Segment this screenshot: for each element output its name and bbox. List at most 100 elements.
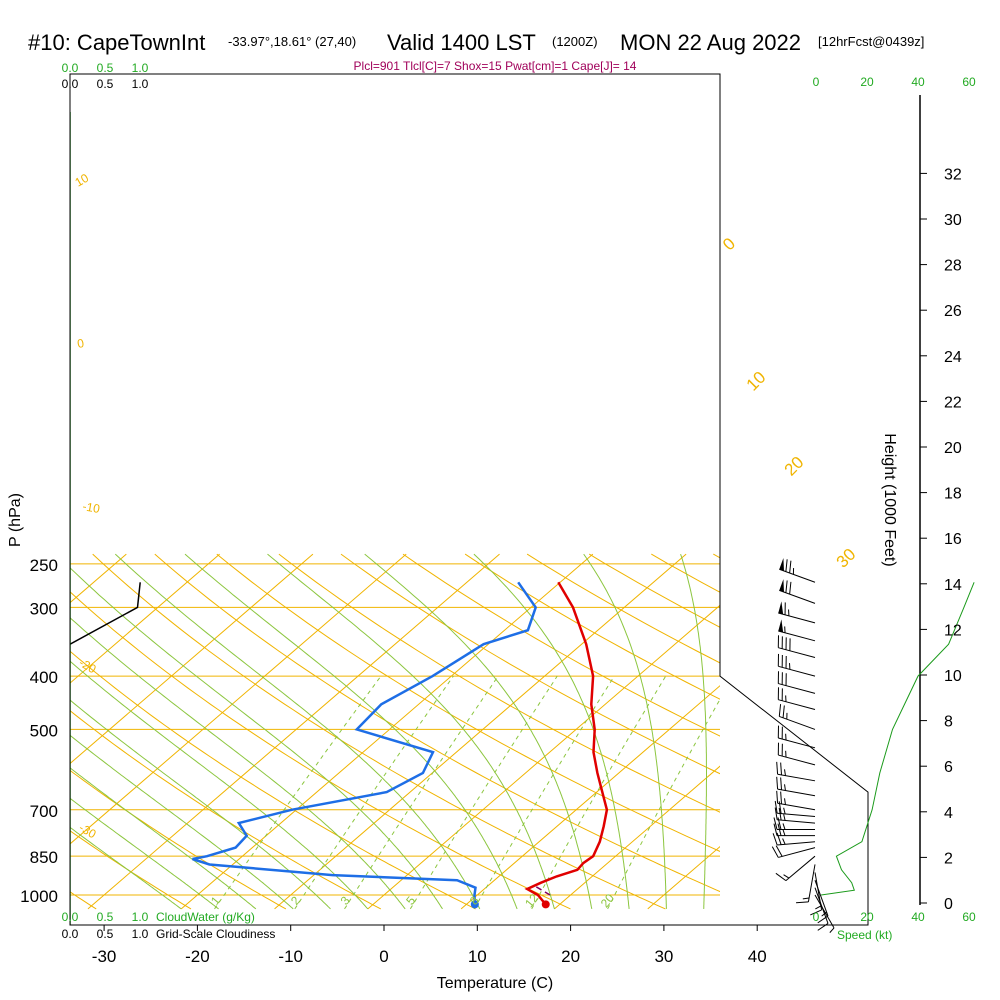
isotherm-label: -10: [81, 499, 101, 516]
temperature-profile: [524, 581, 609, 906]
moist-adiabat-label: 20: [781, 453, 808, 480]
wind-barb-full: [778, 704, 782, 717]
wind-barb-staff: [779, 589, 816, 604]
isotherm-label: -30: [77, 820, 99, 841]
temperature-tick-label: 20: [561, 947, 580, 966]
wind-barb-full: [776, 761, 779, 775]
wind-barb-half: [789, 663, 791, 670]
wind-barb: [777, 653, 816, 677]
wind-barb: [779, 579, 816, 604]
moist-adiabat-line: [473, 553, 630, 909]
wind-barb-staff: [777, 819, 816, 824]
surface-temperature-marker: [541, 900, 550, 909]
dry-adiabat-line: [402, 553, 720, 737]
parcel-trace: [533, 884, 551, 896]
wind-barb-full: [785, 655, 787, 669]
wind-barb-staff: [778, 847, 816, 858]
wind-barb-full: [777, 635, 780, 648]
wind-barb: [777, 742, 816, 766]
wind-barb-full: [789, 638, 791, 651]
wind-barb-half: [782, 823, 786, 830]
wind-barb-half: [792, 568, 795, 575]
wind-barb-staff: [778, 683, 816, 694]
speed-axis-bottom-label: 60: [962, 910, 976, 924]
chart-date: MON 22 Aug 2022: [620, 30, 801, 55]
wind-barb-staff: [807, 864, 816, 902]
mixing-ratio-line: [409, 675, 558, 910]
height-tick-label: 18: [944, 486, 962, 503]
height-tick-label: 16: [944, 531, 962, 548]
height-tick-label: 12: [944, 622, 962, 639]
chart-coords: -33.97°,18.61° (27,40): [228, 34, 356, 49]
wind-barb-half: [786, 712, 788, 720]
wind-barb-staff: [777, 773, 816, 782]
height-tick-label: 22: [944, 394, 962, 411]
speed-axis-top-label: 60: [962, 75, 976, 89]
wind-barb-half: [784, 784, 786, 791]
dry-adiabat-line: [70, 709, 382, 910]
wind-barb-staff: [777, 841, 816, 846]
moist-adiabat-line: [70, 567, 443, 910]
isotherm-line: [70, 553, 407, 845]
mixing-ratio-label: 20: [598, 891, 618, 910]
isotherm-label: -20: [77, 655, 99, 676]
cloudiness-profile: [70, 582, 141, 645]
cloudwater-axis-top-label: 1.0: [132, 61, 149, 75]
pressure-tick-label: 500: [30, 721, 58, 740]
moist-adiabat-line: [267, 553, 555, 910]
wind-barb-full: [775, 845, 783, 857]
wind-barb-full: [773, 817, 778, 830]
wind-barb: [774, 807, 816, 824]
wind-barb-full: [777, 823, 782, 836]
cloudiness-axis-top-label: 0.0: [62, 77, 79, 91]
wind-barb: [779, 557, 816, 583]
temperature-tick-label: 40: [748, 947, 767, 966]
cloudiness-axis-title: Grid-Scale Cloudiness: [156, 927, 275, 941]
wind-barb-full: [775, 872, 787, 882]
wind-barb: [771, 845, 816, 858]
wind-barb: [776, 776, 816, 797]
wind-barb-pennant: [778, 601, 784, 615]
surface-dewpoint-marker: [470, 900, 479, 909]
mixing-ratio-line: [214, 675, 382, 910]
wind-barb-staff: [778, 647, 816, 658]
dry-adiabat-line: [92, 553, 666, 910]
isotherm-label: 0: [76, 336, 85, 351]
y-axis-title: P (hPa): [7, 493, 24, 547]
moist-adiabat-line: [741, 554, 762, 909]
wind-barb-half: [782, 829, 786, 836]
wind-barb: [774, 800, 816, 818]
dry-adiabat-line: [775, 554, 1000, 909]
isotherm-line: [87, 553, 500, 910]
wind-barb-pennant: [779, 557, 784, 571]
wind-barb-full: [817, 915, 829, 924]
wind-barb: [778, 619, 816, 642]
moist-adiabat-line: [364, 553, 593, 909]
mixing-ratio-line: [344, 675, 499, 910]
wind-barb-full: [789, 581, 792, 595]
wind-barb-half: [788, 609, 790, 616]
wind-barb-full: [789, 560, 792, 574]
wind-barb-full: [817, 923, 829, 931]
height-tick-label: 0: [944, 896, 953, 913]
dry-adiabat-line: [526, 553, 720, 664]
wind-barb: [773, 817, 815, 830]
wind-barb-pennant: [778, 619, 784, 633]
pressure-tick-label: 1000: [20, 887, 58, 906]
speed-axis-top-label: 0: [813, 75, 820, 89]
wind-speed-profile: [821, 582, 975, 896]
moist-adiabat-line: [70, 797, 219, 910]
dry-adiabat-line: [154, 553, 720, 893]
cloudwater-axis-top-label: 0.0: [62, 61, 79, 75]
wind-barb-full: [785, 580, 788, 593]
height-tick-label: 26: [944, 303, 962, 320]
wind-barb-staff: [778, 630, 816, 642]
wind-barb-full: [781, 688, 783, 701]
moist-adiabat-line: [70, 826, 182, 910]
speed-axis-title: Speed (kt): [837, 928, 892, 942]
wind-barb-full: [785, 673, 787, 686]
temperature-tick-label: 10: [468, 947, 487, 966]
wind-barb-full: [781, 672, 783, 685]
wind-barb-full: [776, 790, 779, 804]
wind-barb-half: [785, 733, 787, 741]
